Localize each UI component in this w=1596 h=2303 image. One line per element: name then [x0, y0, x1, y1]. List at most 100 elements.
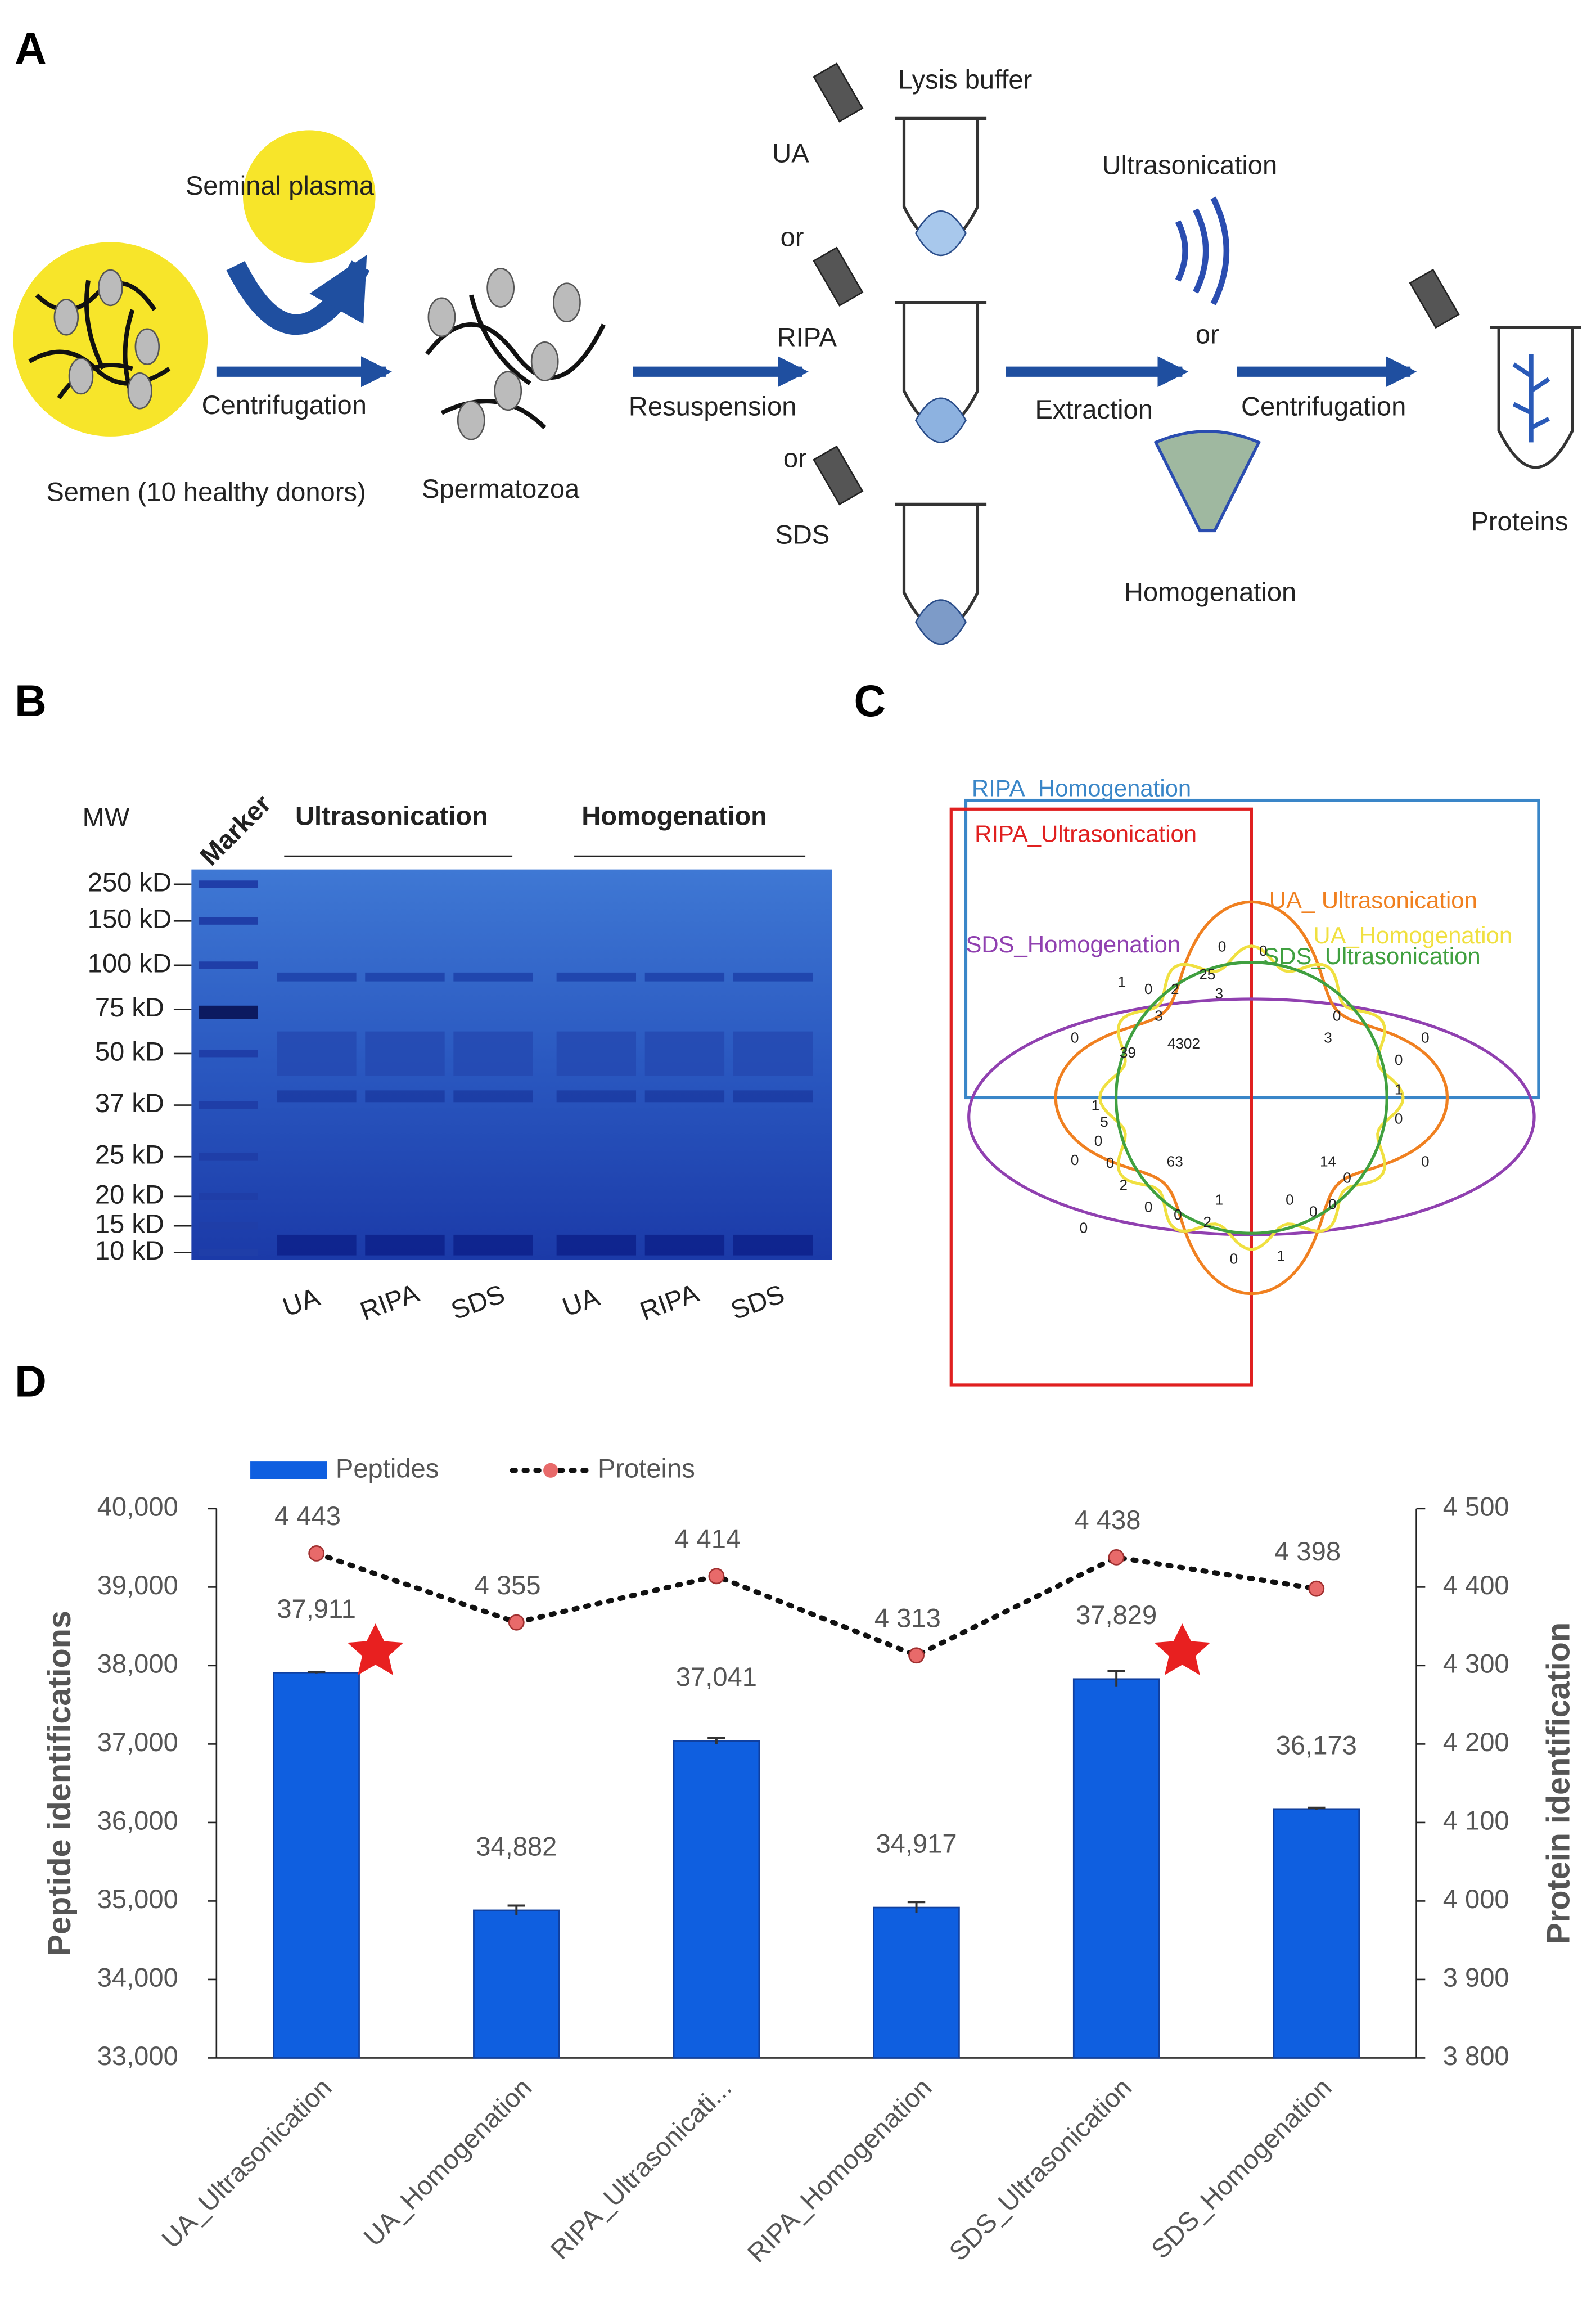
mw-label: 150 kD [88, 904, 172, 934]
venn-count: 0 [1259, 942, 1268, 959]
bar [273, 1672, 360, 2059]
set-label: UA_Homogenation [1313, 922, 1512, 948]
point [1308, 1580, 1325, 1597]
set-label: SDS_Homogenation [966, 931, 1180, 957]
venn-count: 0 [1071, 1152, 1079, 1168]
bar [1072, 1678, 1160, 2059]
point [308, 1545, 325, 1562]
lane-label: SDS [727, 1279, 788, 1325]
venn-count: 1 [1118, 973, 1126, 990]
gel-band [556, 1234, 637, 1256]
x-tick-label: RIPA_Ultrasonicati... [544, 2072, 737, 2265]
y2-axis-title: Protein identification [1540, 1622, 1576, 1945]
gel-band [644, 1090, 725, 1103]
gel-band [733, 1234, 813, 1256]
bar [473, 1909, 560, 2059]
venn-count: 4302 [1167, 1035, 1200, 1052]
gel-band [644, 1031, 725, 1076]
mw-label: 50 kD [95, 1036, 164, 1066]
bar [873, 1906, 960, 2059]
venn-count: 0 [1395, 1110, 1403, 1127]
y-tick-label: 40,000 [97, 1491, 178, 1521]
set-label: RIPA_Homogenation [972, 775, 1191, 801]
marker-label: Marker [194, 789, 277, 871]
lane-label: RIPA [356, 1278, 423, 1326]
y2-tick-label: 4 500 [1443, 1491, 1509, 1521]
gel-band [556, 972, 637, 982]
marker-band [199, 1153, 258, 1161]
venn-count: 3 [1324, 1029, 1332, 1046]
data-label: 4 313 [874, 1603, 941, 1632]
lane-label: UA [558, 1281, 603, 1322]
y-tick-label: 36,000 [97, 1805, 178, 1835]
venn-count: 0 [1328, 1195, 1337, 1212]
venn-count: 3 [1155, 1007, 1163, 1024]
venn-count: 2 [1171, 980, 1179, 997]
y2-tick-label: 4 300 [1443, 1648, 1509, 1678]
diagram-label: Ultrasonication [1102, 150, 1278, 179]
data-label: 34,882 [476, 1831, 557, 1861]
data-label: 37,911 [277, 1594, 356, 1623]
venn-shape [1054, 900, 1449, 1296]
mw-label: 20 kD [95, 1179, 164, 1209]
diagram-label: Resuspension [629, 392, 797, 421]
venn-count: 14 [1320, 1153, 1336, 1170]
point [1108, 1549, 1125, 1566]
gel-band [365, 1234, 445, 1256]
y-tick-label: 38,000 [97, 1648, 178, 1678]
venn-count: 0 [1080, 1219, 1088, 1236]
y2-tick-label: 4 200 [1443, 1727, 1509, 1757]
mw-label: 10 kD [95, 1235, 164, 1265]
venn-count: 0 [1230, 1250, 1238, 1267]
y2-tick-label: 3 800 [1443, 2041, 1509, 2071]
panel-a-drawing [13, 62, 1581, 645]
venn-count: 3 [1215, 985, 1223, 1002]
diagram-label: Semen (10 healthy donors) [46, 476, 366, 506]
gel-band [733, 972, 813, 982]
diagram-label: or [781, 222, 804, 252]
error-bar [707, 1737, 725, 1744]
diagram-label: Centrifugation [202, 390, 367, 420]
line [314, 1550, 1319, 1658]
diagram-label: Homogenation [1124, 577, 1296, 607]
marker-band [199, 1005, 258, 1019]
venn-count: 0 [1071, 1029, 1079, 1046]
y2-tick-label: 4 400 [1443, 1570, 1509, 1600]
x-tick-label: RIPA_Homogenation [741, 2072, 937, 2268]
diagram-label: Centrifugation [1241, 392, 1406, 421]
mw-label: 75 kD [95, 992, 164, 1022]
group-label: Ultrasonication [295, 800, 488, 830]
venn-count: 0 [1094, 1132, 1103, 1149]
error-bar [907, 1901, 926, 1913]
mw-label: MW [83, 802, 130, 832]
venn-count: 0 [1144, 980, 1153, 997]
mw-label: 15 kD [95, 1209, 164, 1239]
y2-tick-label: 4 100 [1443, 1805, 1509, 1835]
x-tick-label: UA_Homogenation [358, 2072, 537, 2252]
data-label: 4 438 [1075, 1505, 1141, 1535]
venn-count: 2 [1203, 1213, 1212, 1230]
x-tick-label: UA_Ultrasonication [156, 2072, 337, 2254]
gel-band [453, 1090, 533, 1103]
marker-band [199, 1101, 258, 1109]
group-label: Homogenation [581, 800, 767, 830]
y-tick-label: 35,000 [97, 1884, 178, 1914]
set-label: RIPA_Ultrasonication [975, 820, 1197, 847]
marker-band [199, 1193, 258, 1200]
gel-band [365, 972, 445, 982]
gel-band [453, 1234, 533, 1256]
x-tick-label: SDS_Ultrasonication [943, 2072, 1137, 2266]
diagram-label: or [1196, 319, 1219, 349]
gel-band [277, 972, 357, 982]
gel-band [277, 1031, 357, 1076]
error-bar [1308, 1806, 1326, 1810]
venn-count: 0 [1144, 1199, 1153, 1216]
venn-count: 25 [1199, 966, 1215, 983]
bar [1273, 1808, 1360, 2059]
data-label: 37,829 [1076, 1600, 1157, 1630]
marker-band [199, 1050, 258, 1058]
y-tick-label: 39,000 [97, 1570, 178, 1600]
gel-band [556, 1090, 637, 1103]
venn-count: 0 [1421, 1029, 1430, 1046]
